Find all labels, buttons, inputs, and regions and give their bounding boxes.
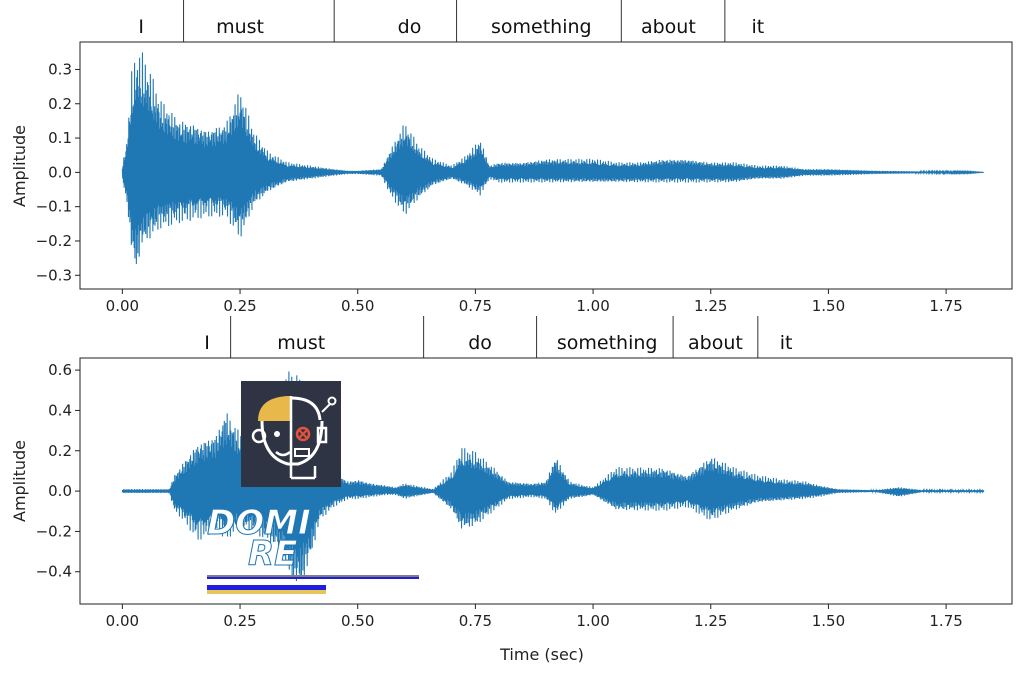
top-y-axis-label: Amplitude [10, 125, 29, 207]
word-label: it [780, 332, 793, 354]
bottom-y-axis-label: Amplitude [10, 440, 29, 522]
y-tick-label: 0.0 [48, 482, 72, 500]
y-tick-label: 0.2 [48, 442, 72, 460]
bottom-plot-frame [79, 357, 1013, 605]
word-label: must [277, 332, 325, 354]
top-x-ticks: 0.00 0.25 0.50 0.75 1.00 1.25 1.50 1.75 [106, 289, 963, 315]
bottom-y-ticks: −0.4 −0.2 0.0 0.2 0.4 0.6 [36, 361, 80, 581]
word-label: do [468, 332, 492, 354]
x-tick-label: 0.75 [459, 297, 492, 315]
y-tick-label: −0.4 [36, 563, 72, 581]
top-plot-frame [79, 41, 1013, 290]
word-label: it [751, 16, 764, 38]
y-tick-label: 0.3 [48, 60, 72, 78]
bottom-x-ticks: 0.00 0.25 0.50 0.75 1.00 1.25 1.50 1.75 [106, 604, 963, 630]
x-tick-label: 0.75 [459, 612, 492, 630]
y-tick-label: 0.6 [48, 361, 72, 379]
y-tick-label: −0.3 [36, 266, 72, 284]
watermark-bar-blue-thin [207, 577, 419, 579]
watermark-bar-blue [207, 585, 326, 590]
x-tick-label: 1.25 [694, 612, 727, 630]
robot-human-face-icon [241, 381, 341, 487]
x-tick-label: 0.25 [223, 612, 256, 630]
x-tick-label: 1.00 [576, 612, 609, 630]
word-label: something [557, 332, 658, 354]
waveform-line [121, 52, 984, 264]
x-tick-label: 0.50 [341, 612, 374, 630]
watermark-text-2: RE [248, 534, 297, 574]
x-tick-label: 0.00 [106, 297, 139, 315]
y-tick-label: 0.2 [48, 95, 72, 113]
y-tick-label: 0.0 [48, 163, 72, 181]
word-label: do [398, 16, 422, 38]
word-label: about [688, 332, 743, 354]
x-tick-label: 0.00 [106, 612, 139, 630]
y-tick-label: 0.1 [48, 129, 72, 147]
word-label: something [491, 16, 592, 38]
word-label: about [641, 16, 696, 38]
y-tick-label: −0.2 [36, 522, 72, 540]
x-axis-label: Time (sec) [499, 645, 584, 664]
x-tick-label: 1.75 [929, 612, 962, 630]
y-tick-label: −0.2 [36, 232, 72, 250]
word-label: I [204, 332, 210, 354]
x-tick-label: 1.75 [929, 297, 962, 315]
y-tick-label: −0.1 [36, 198, 72, 216]
x-tick-label: 0.50 [341, 297, 374, 315]
x-tick-label: 1.25 [694, 297, 727, 315]
x-tick-label: 1.00 [576, 297, 609, 315]
watermark-text: DOMI [207, 503, 311, 543]
word-label: must [216, 16, 264, 38]
x-tick-label: 0.25 [223, 297, 256, 315]
watermark: DOMI RE [207, 381, 419, 594]
x-tick-label: 1.50 [812, 297, 845, 315]
word-label: I [138, 16, 144, 38]
watermark-bar-yellow [207, 590, 326, 594]
top-waveform [121, 52, 984, 264]
y-tick-label: 0.4 [48, 401, 72, 419]
top-y-ticks: −0.3 −0.2 −0.1 0.0 0.1 0.2 0.3 [36, 60, 80, 284]
x-tick-label: 1.50 [812, 612, 845, 630]
